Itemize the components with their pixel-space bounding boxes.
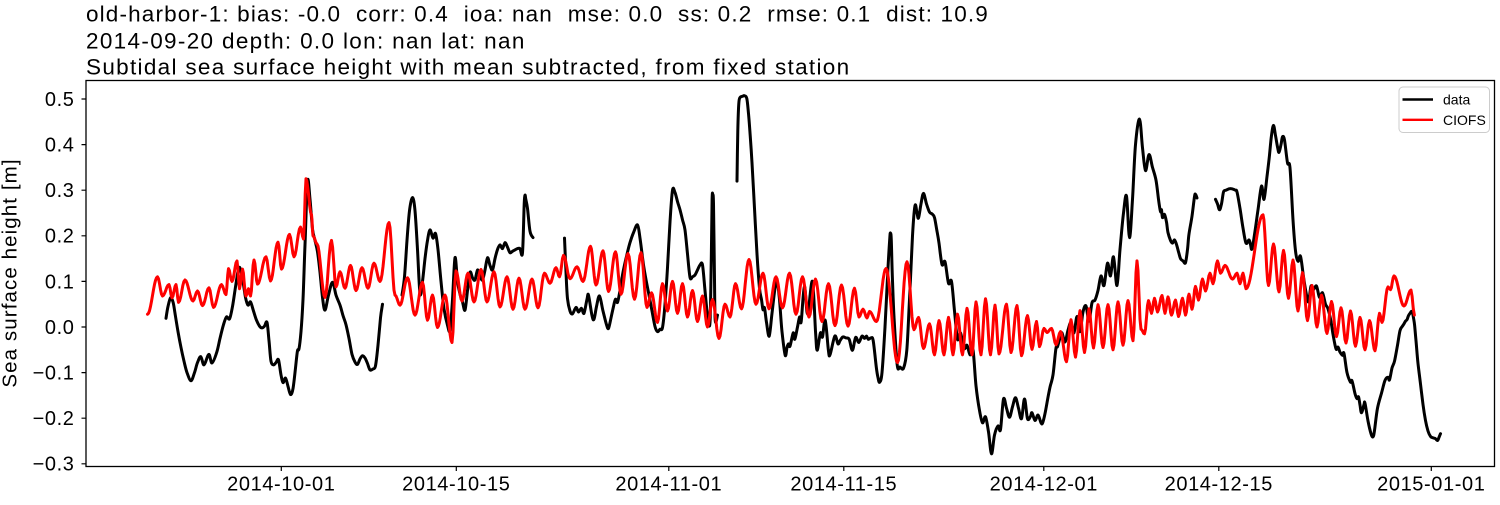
- svg-text:−0.1: −0.1: [33, 363, 75, 385]
- svg-text:0.4: 0.4: [45, 135, 75, 157]
- svg-text:2014-09-20 depth: 0.0 lon: nan: 2014-09-20 depth: 0.0 lon: nan lat: nan: [86, 28, 526, 53]
- svg-text:data: data: [1443, 92, 1470, 108]
- svg-text:2014-10-01: 2014-10-01: [227, 474, 335, 496]
- svg-text:Sea surface height [m]: Sea surface height [m]: [0, 158, 22, 387]
- svg-text:2014-12-15: 2014-12-15: [1165, 474, 1273, 496]
- svg-text:Subtidal sea surface height wi: Subtidal sea surface height with mean su…: [86, 55, 850, 80]
- svg-text:old-harbor-1: bias: -0.0 corr: old-harbor-1: bias: -0.0 corr: 0.4 ioa: …: [86, 2, 989, 27]
- svg-text:0.5: 0.5: [45, 89, 75, 111]
- svg-text:−0.3: −0.3: [33, 454, 75, 476]
- svg-text:0.3: 0.3: [45, 180, 75, 202]
- svg-text:0.0: 0.0: [45, 317, 75, 339]
- svg-text:2015-01-01: 2015-01-01: [1377, 474, 1485, 496]
- svg-text:CIOFS: CIOFS: [1443, 112, 1486, 128]
- svg-text:0.2: 0.2: [45, 226, 75, 248]
- svg-text:2014-11-01: 2014-11-01: [615, 474, 722, 496]
- svg-text:−0.2: −0.2: [33, 408, 75, 430]
- svg-text:2014-11-15: 2014-11-15: [790, 474, 897, 496]
- svg-text:0.1: 0.1: [45, 271, 75, 293]
- svg-text:2014-12-01: 2014-12-01: [990, 474, 1098, 496]
- svg-text:2014-10-15: 2014-10-15: [402, 474, 510, 496]
